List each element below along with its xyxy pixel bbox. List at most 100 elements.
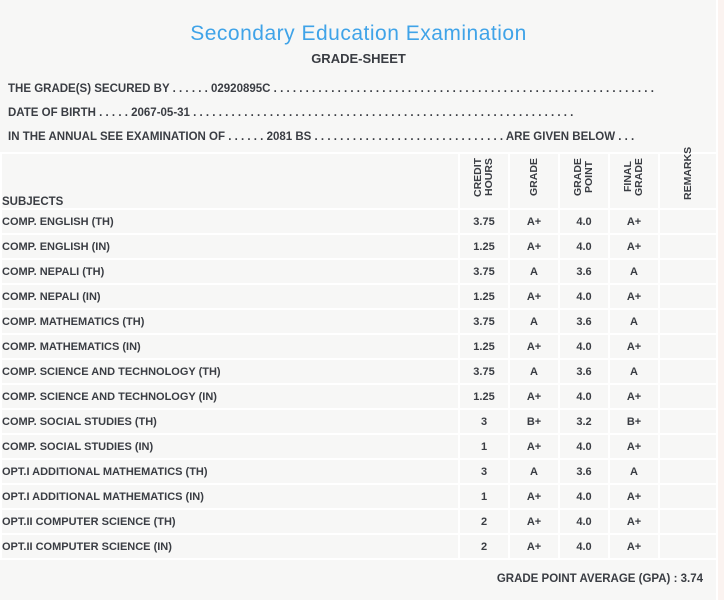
grade-cell: A xyxy=(508,358,560,385)
grade-point-cell: 4.0 xyxy=(558,483,610,510)
info-label: DATE OF BIRTH xyxy=(8,107,96,119)
credit-hours-cell: 2 xyxy=(458,533,510,560)
subject-cell: COMP. ENGLISH (TH) xyxy=(0,208,460,235)
column-header-final-grade: FINAL GRADE xyxy=(608,152,660,210)
credit-hours-cell: 2 xyxy=(458,508,510,535)
subject-cell: COMP. MATHEMATICS (IN) xyxy=(0,333,460,360)
info-row-grades-secured-by: THE GRADE(S) SECURED BY . . . . . . 0292… xyxy=(0,77,668,101)
table-row: COMP. SOCIAL STUDIES (TH) 3 B+ 3.2 B+ xyxy=(0,408,719,435)
info-label: IN THE ANNUAL SEE EXAMINATION OF xyxy=(8,131,226,143)
credit-hours-cell: 1.25 xyxy=(458,283,510,310)
examination-year-value: 2081 BS xyxy=(266,131,312,143)
info-row-date-of-birth: DATE OF BIRTH . . . . . 2067-05-31 . . .… xyxy=(0,101,668,125)
grade-point-cell: 3.6 xyxy=(558,458,610,485)
credit-hours-cell: 3.75 xyxy=(458,308,510,335)
grade-cell: A xyxy=(508,308,560,335)
remarks-cell xyxy=(658,208,719,235)
credit-hours-cell: 3.75 xyxy=(458,358,510,385)
final-grade-cell: A+ xyxy=(608,483,660,510)
final-grade-cell: A+ xyxy=(608,233,660,260)
grade-cell: A+ xyxy=(508,283,560,310)
table-row: COMP. ENGLISH (IN) 1.25 A+ 4.0 A+ xyxy=(0,233,719,260)
subject-cell: OPT.II COMPUTER SCIENCE (IN) xyxy=(0,533,460,560)
date-of-birth-value: 2067-05-31 xyxy=(131,107,190,119)
final-grade-cell: A+ xyxy=(608,208,660,235)
column-header-credit-hours: CREDIT HOURS xyxy=(458,152,510,210)
grade-point-cell: 4.0 xyxy=(558,383,610,410)
dotted-leader: . . . . . . . . . . . . . . . . . . . . … xyxy=(189,107,574,119)
remarks-cell xyxy=(658,483,719,510)
final-grade-cell: A+ xyxy=(608,508,660,535)
subject-cell: OPT.I ADDITIONAL MATHEMATICS (TH) xyxy=(0,458,460,485)
gpa-summary: GRADE POINT AVERAGE (GPA) : 3.74 xyxy=(496,573,703,585)
remarks-cell xyxy=(658,358,719,385)
grade-cell: A+ xyxy=(508,233,560,260)
right-edge-strip xyxy=(716,0,724,600)
final-grade-cell: A xyxy=(608,308,660,335)
grade-point-cell: 4.0 xyxy=(558,233,610,260)
grade-point-cell: 3.6 xyxy=(558,258,610,285)
final-grade-cell: A xyxy=(608,258,660,285)
credit-hours-cell: 1.25 xyxy=(458,233,510,260)
remarks-cell xyxy=(658,508,719,535)
final-grade-cell: A+ xyxy=(608,383,660,410)
final-grade-cell: A+ xyxy=(608,433,660,460)
remarks-cell xyxy=(658,458,719,485)
final-grade-cell: A xyxy=(608,458,660,485)
info-row-examination-year: IN THE ANNUAL SEE EXAMINATION OF . . . .… xyxy=(0,125,668,149)
remarks-cell xyxy=(658,383,719,410)
grades-table-body: COMP. ENGLISH (TH) 3.75 A+ 4.0 A+ COMP. ENGLI… xyxy=(0,208,719,560)
subject-cell: COMP. SOCIAL STUDIES (TH) xyxy=(0,408,460,435)
grade-label: GRADE xyxy=(527,158,540,196)
info-suffix: ARE GIVEN BELOW . . . xyxy=(505,131,635,143)
credit-hours-cell: 1 xyxy=(458,483,510,510)
remarks-cell xyxy=(658,408,719,435)
remarks-cell xyxy=(658,233,719,260)
info-label: THE GRADE(S) SECURED BY xyxy=(8,83,170,95)
info-section: THE GRADE(S) SECURED BY . . . . . . 0292… xyxy=(0,77,717,149)
credit-hours-label: CREDIT HOURS xyxy=(472,157,495,197)
table-row: COMP. NEPALI (TH) 3.75 A 3.6 A xyxy=(0,258,719,285)
grade-cell: A+ xyxy=(508,483,560,510)
table-row: OPT.II COMPUTER SCIENCE (IN) 2 A+ 4.0 A+ xyxy=(0,533,719,560)
grade-cell: A+ xyxy=(508,383,560,410)
subject-cell: OPT.I ADDITIONAL MATHEMATICS (IN) xyxy=(0,483,460,510)
symbol-number-value: 02920895C xyxy=(211,83,271,95)
final-grade-cell: A+ xyxy=(608,283,660,310)
dotted-leader: . . . . . . . . . . . . . . . . . . . . … xyxy=(311,131,506,143)
grade-cell: A+ xyxy=(508,508,560,535)
table-row: OPT.I ADDITIONAL MATHEMATICS (IN) 1 A+ 4.0 A… xyxy=(0,483,719,510)
remarks-cell xyxy=(658,433,719,460)
subject-cell: COMP. SOCIAL STUDIES (IN) xyxy=(0,433,460,460)
sheet-subtitle: GRADE-SHEET xyxy=(311,51,406,66)
subject-cell: COMP. NEPALI (TH) xyxy=(0,258,460,285)
grade-cell: A+ xyxy=(508,533,560,560)
table-row: COMP. SCIENCE AND TECHNOLOGY (TH) 3.75 A 3.… xyxy=(0,358,719,385)
column-header-remarks: REMARKS xyxy=(658,147,719,210)
subject-cell: OPT.II COMPUTER SCIENCE (TH) xyxy=(0,508,460,535)
credit-hours-cell: 3.75 xyxy=(458,208,510,235)
dotted-leader: . . . . . xyxy=(95,107,132,119)
grade-point-cell: 3.2 xyxy=(558,408,610,435)
subject-cell: COMP. ENGLISH (IN) xyxy=(0,233,460,260)
remarks-cell xyxy=(658,333,719,360)
remarks-cell xyxy=(658,283,719,310)
table-row: COMP. MATHEMATICS (TH) 3.75 A 3.6 A xyxy=(0,308,719,335)
final-grade-cell: A xyxy=(608,358,660,385)
grade-cell: A+ xyxy=(508,433,560,460)
remarks-cell xyxy=(658,308,719,335)
subject-cell: COMP. NEPALI (IN) xyxy=(0,283,460,310)
grade-cell: B+ xyxy=(508,408,560,435)
table-row: COMP. SOCIAL STUDIES (IN) 1 A+ 4.0 A+ xyxy=(0,433,719,460)
grade-point-cell: 4.0 xyxy=(558,433,610,460)
credit-hours-cell: 3 xyxy=(458,458,510,485)
credit-hours-cell: 1 xyxy=(458,433,510,460)
dotted-leader: . . . . . . . . . . . . . . . . . . . . … xyxy=(270,83,654,95)
grade-point-cell: 4.0 xyxy=(558,283,610,310)
table-row: COMP. MATHEMATICS (IN) 1.25 A+ 4.0 A+ xyxy=(0,333,719,360)
final-grade-label: FINAL GRADE xyxy=(622,158,645,196)
credit-hours-cell: 1.25 xyxy=(458,333,510,360)
grade-point-cell: 4.0 xyxy=(558,333,610,360)
table-row: OPT.I ADDITIONAL MATHEMATICS (TH) 3 A 3.6 A xyxy=(0,458,719,485)
final-grade-cell: A+ xyxy=(608,533,660,560)
